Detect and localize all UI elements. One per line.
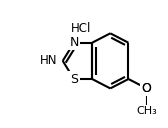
Text: O: O xyxy=(142,82,152,95)
Text: S: S xyxy=(70,73,78,86)
Text: N: N xyxy=(69,36,79,49)
Text: O: O xyxy=(141,82,152,95)
Text: HN: HN xyxy=(40,54,57,67)
Text: HCl: HCl xyxy=(71,22,91,35)
Text: N: N xyxy=(69,36,79,49)
Text: O: O xyxy=(141,82,152,95)
Text: O: O xyxy=(142,82,152,95)
Text: CH₃: CH₃ xyxy=(136,106,157,116)
Text: S: S xyxy=(70,73,78,86)
